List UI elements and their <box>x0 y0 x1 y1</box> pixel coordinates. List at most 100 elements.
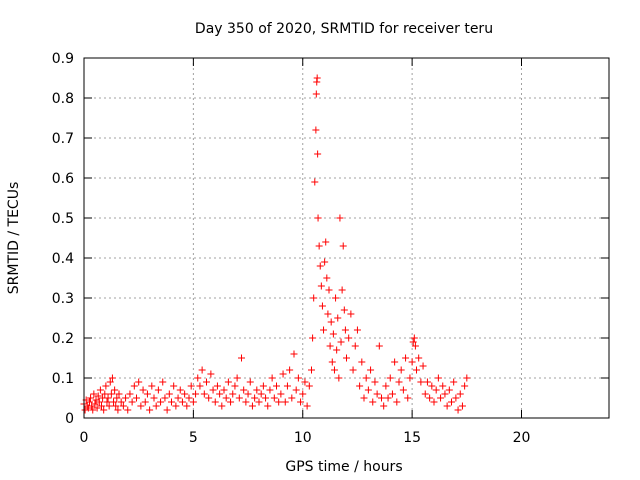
data-point-plus <box>343 354 350 362</box>
data-point-plus <box>253 386 261 394</box>
data-point-plus <box>456 390 464 398</box>
data-point-plus <box>229 390 237 398</box>
data-point-plus <box>91 400 99 408</box>
data-point-plus <box>443 402 451 410</box>
data-point-plus <box>189 398 197 406</box>
data-point-plus <box>259 382 267 390</box>
data-point-plus <box>329 330 337 338</box>
data-point-plus <box>213 382 221 390</box>
data-point-plus <box>286 366 294 374</box>
data-point-plus <box>411 342 419 350</box>
x-tick-label: 0 <box>80 430 89 446</box>
data-point-plus <box>242 398 250 406</box>
data-point-plus <box>178 398 186 406</box>
data-point-plus <box>292 386 300 394</box>
data-point-plus <box>375 342 383 350</box>
data-point-plus <box>353 326 361 334</box>
data-point-plus <box>423 378 431 386</box>
data-point-plus <box>159 378 167 386</box>
plot-frame <box>83 57 610 419</box>
y-tick-label: 0 <box>65 411 74 427</box>
data-point-plus <box>312 126 320 134</box>
data-point-plus <box>115 390 123 398</box>
data-point-plus <box>101 390 109 398</box>
data-point-plus <box>386 374 394 382</box>
x-tick-label: 10 <box>294 430 312 446</box>
data-point-plus <box>337 338 345 346</box>
data-point-plus <box>406 374 414 382</box>
data-point-plus <box>428 382 436 390</box>
data-point-plus <box>270 394 278 402</box>
data-point-plus <box>421 390 429 398</box>
data-point-plus <box>426 394 434 402</box>
data-point-plus <box>200 390 208 398</box>
data-point-plus <box>277 390 285 398</box>
data-point-plus <box>110 398 118 406</box>
data-point-plus <box>176 386 184 394</box>
data-point-plus <box>93 404 101 412</box>
data-point-plus <box>227 398 235 406</box>
data-point-plus <box>360 394 368 402</box>
data-point-plus <box>336 214 344 222</box>
data-point-plus <box>322 238 330 246</box>
y-tick-label: 0.8 <box>52 91 74 107</box>
data-point-plus <box>165 390 173 398</box>
data-point-plus <box>332 294 340 302</box>
data-point-plus <box>316 262 324 270</box>
data-point-plus <box>113 394 121 402</box>
data-point-plus <box>235 394 243 402</box>
data-point-plus <box>90 390 98 398</box>
x-tick-label: 20 <box>513 430 531 446</box>
data-point-plus <box>279 370 287 378</box>
data-point-plus <box>150 394 158 402</box>
data-point-plus <box>133 394 140 402</box>
data-point-plus <box>238 354 245 362</box>
data-point-plus <box>362 374 370 382</box>
y-tick-label: 0.3 <box>52 291 74 307</box>
data-point-plus <box>432 386 440 394</box>
data-point-plus <box>102 382 110 390</box>
y-tick-label: 0.7 <box>52 131 74 147</box>
data-point-plus <box>351 342 359 350</box>
data-point-plus <box>94 392 102 400</box>
data-point-plus <box>183 402 191 410</box>
data-point-plus <box>458 402 466 410</box>
data-point-plus <box>112 402 120 410</box>
data-point-plus <box>268 374 276 382</box>
data-point-plus <box>339 242 347 250</box>
data-point-plus <box>174 394 182 402</box>
data-point-plus <box>312 90 320 98</box>
data-point-plus <box>104 394 112 402</box>
data-point-plus <box>371 378 379 386</box>
data-point-plus <box>445 386 453 394</box>
data-point-plus <box>345 334 353 342</box>
data-point-plus <box>450 378 458 386</box>
data-point-plus <box>356 382 364 390</box>
data-point-plus <box>395 378 403 386</box>
y-tick-label: 0.5 <box>52 211 74 227</box>
data-point-plus <box>275 398 283 406</box>
data-point-plus <box>463 374 471 382</box>
data-point-plus <box>139 386 147 394</box>
data-point-plus <box>311 178 319 186</box>
data-point-plus <box>340 306 348 314</box>
data-point-plus <box>437 394 445 402</box>
data-point-plus <box>240 386 248 394</box>
data-point-plus <box>369 398 377 406</box>
data-point-plus <box>283 382 291 390</box>
data-point-plus <box>117 398 125 406</box>
data-point-plus <box>452 394 460 402</box>
data-point-plus <box>364 386 372 394</box>
data-point-plus <box>248 402 256 410</box>
axis-ticks: 0 0.1 0.2 0.3 0.4 0.5 0.6 0.7 0.8 0.9 0 5 10 15 20 <box>52 51 609 446</box>
data-point-plus <box>384 394 392 402</box>
y-axis-label: SRMTID / TECUs <box>6 182 22 295</box>
data-point-plus <box>211 398 219 406</box>
data-point-plus <box>209 386 217 394</box>
data-point-plus <box>338 286 346 294</box>
data-point-plus <box>439 382 447 390</box>
data-point-plus <box>262 394 270 402</box>
data-point-plus <box>154 386 162 394</box>
data-point-plus <box>314 150 322 158</box>
